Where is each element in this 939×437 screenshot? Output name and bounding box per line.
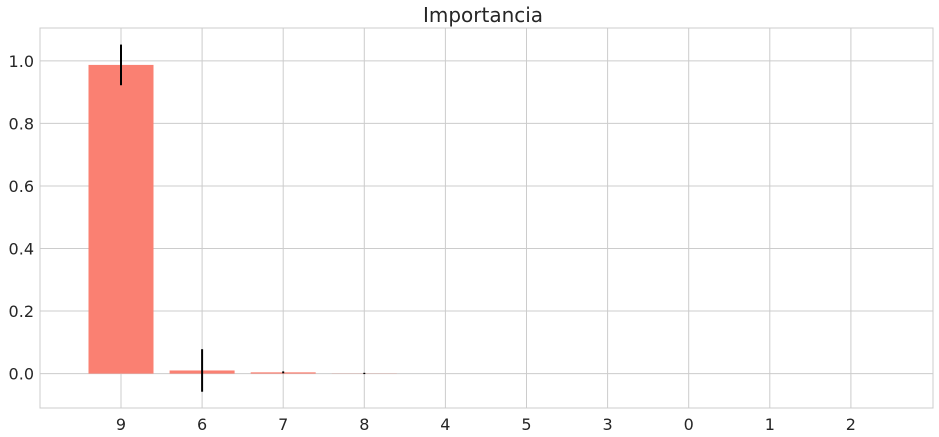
x-tick-label: 4 [440,415,450,434]
y-tick-label: 0.6 [9,177,34,196]
x-tick-label: 9 [116,415,126,434]
error-bars [120,44,366,392]
x-tick-label: 5 [521,415,531,434]
x-tick-label: 0 [684,415,694,434]
x-tick-labels: 9 6 7 8 4 5 3 0 1 2 [116,415,856,434]
y-tick-label: 0.8 [9,114,34,133]
bars [88,64,884,374]
x-tick-label: 1 [765,415,775,434]
bar-9 [88,64,154,374]
x-tick-label: 8 [359,415,369,434]
plot-frame [39,27,934,409]
x-tick-label: 6 [197,415,207,434]
chart-title: Importancia [423,3,543,27]
y-tick-label: 1.0 [9,52,34,71]
y-tick-label: 0.2 [9,302,34,321]
x-tick-label: 2 [846,415,856,434]
y-tick-labels: 0.0 0.2 0.4 0.6 0.8 1.0 [9,52,34,384]
y-tick-label: 0.0 [9,365,34,384]
y-tick-label: 0.4 [9,239,34,258]
x-tick-label: 7 [278,415,288,434]
grid [40,28,933,408]
x-tick-label: 3 [603,415,613,434]
